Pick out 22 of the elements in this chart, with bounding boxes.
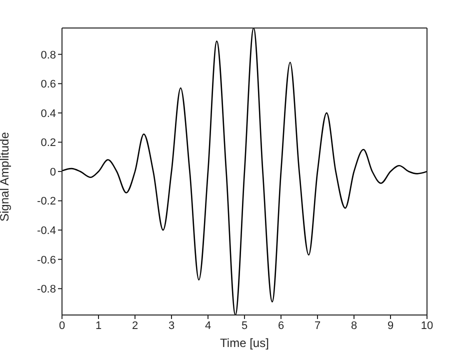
x-tick-label: 6 [278, 320, 284, 332]
y-tick-label: -0.4 [37, 224, 56, 237]
y-tick-label: 0.8 [40, 49, 56, 62]
y-tick-label: -0.6 [37, 254, 56, 266]
x-tick-label: 9 [387, 320, 394, 332]
x-tick-label: 10 [420, 320, 434, 332]
y-tick-label: 0.4 [40, 108, 56, 120]
x-tick-label: 8 [350, 320, 358, 332]
x-axis-title: Time [us] [220, 336, 269, 350]
x-tick-label: 5 [241, 320, 248, 332]
y-tick-label: 0.2 [40, 137, 56, 150]
y-tick-label: 0.6 [40, 78, 56, 91]
x-tick-label: 1 [95, 320, 102, 332]
x-tick-label: 4 [204, 320, 212, 332]
y-tick-label: -0.2 [37, 196, 56, 208]
x-tick-label: 0 [58, 320, 66, 332]
x-tick-label: 7 [314, 320, 321, 332]
y-tick-label: -0.8 [37, 284, 56, 296]
x-tick-label: 2 [132, 320, 138, 332]
y-tick-label: 0 [50, 166, 56, 178]
x-tick-label: 3 [168, 320, 175, 332]
y-axis-title: Signal Amplitude [0, 132, 12, 222]
